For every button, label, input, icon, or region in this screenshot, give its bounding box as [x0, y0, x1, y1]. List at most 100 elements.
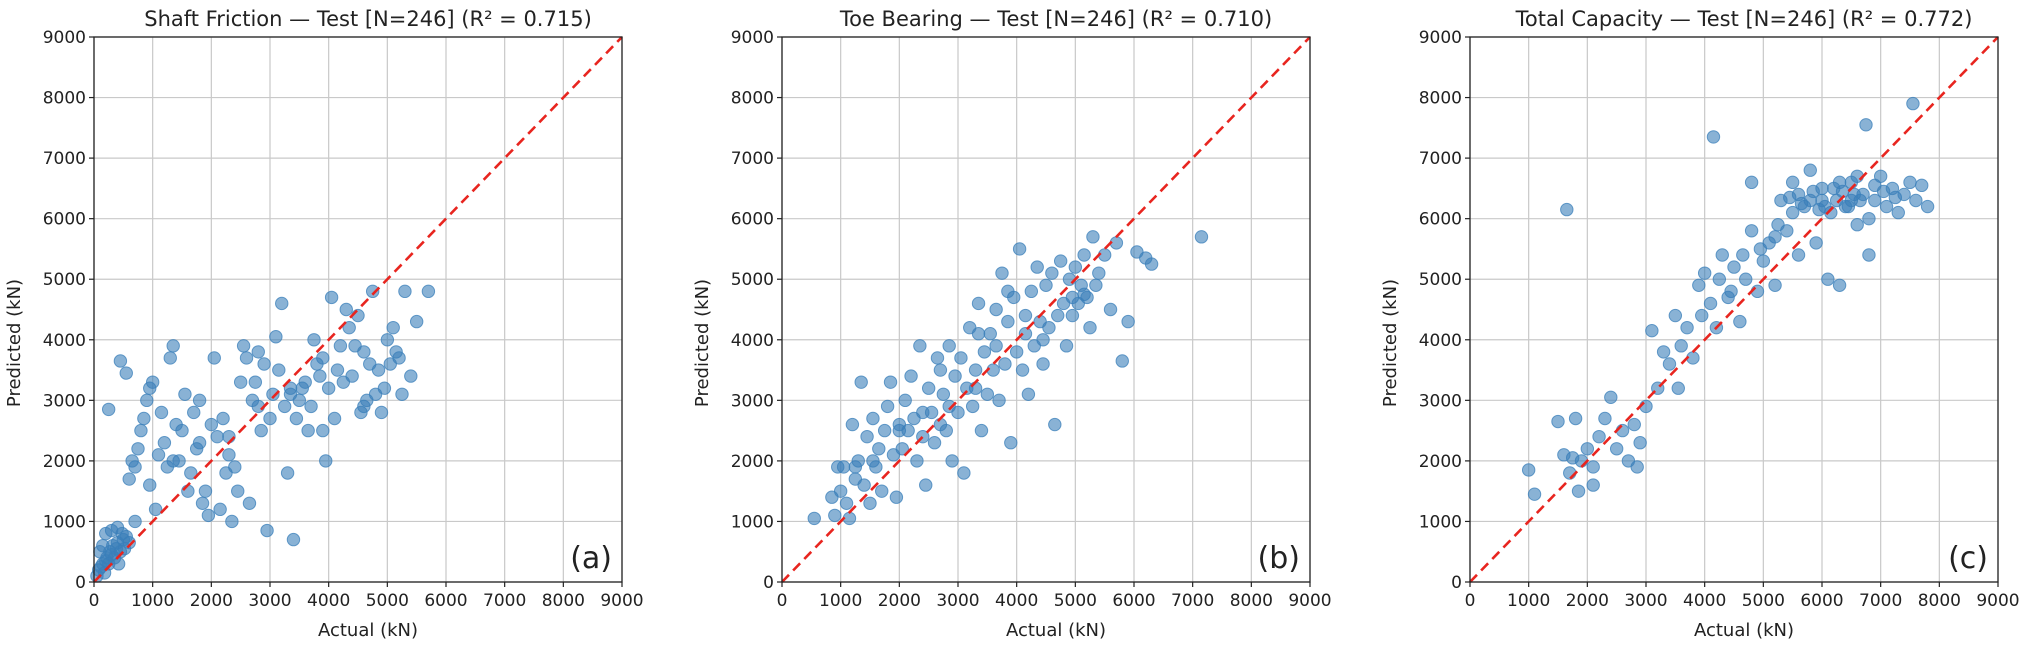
data-point — [1144, 257, 1159, 271]
data-point — [1862, 211, 1876, 226]
data-point — [1586, 460, 1600, 474]
data-point — [409, 314, 424, 329]
data-point — [386, 320, 400, 335]
data-point — [163, 351, 177, 365]
data-point — [995, 266, 1009, 280]
data-point — [1862, 248, 1876, 262]
data-point — [145, 375, 160, 389]
data-point — [971, 296, 986, 311]
data-point — [192, 436, 207, 450]
x-tick-label: 4000 — [995, 591, 1038, 611]
y-tick-label: 7000 — [1419, 149, 1462, 169]
data-point — [313, 369, 327, 383]
y-tick-label: 5000 — [1419, 270, 1462, 290]
data-point — [1001, 314, 1015, 329]
data-point — [383, 357, 397, 371]
data-point — [1821, 272, 1835, 286]
x-tick-label: 3000 — [1624, 591, 1667, 611]
data-point — [307, 333, 321, 347]
data-point — [942, 339, 956, 353]
data-point — [892, 423, 907, 438]
x-tick-label: 9000 — [600, 591, 643, 611]
data-point — [948, 369, 962, 383]
x-tick-label: 5000 — [366, 591, 409, 611]
data-point — [333, 339, 348, 353]
data-point — [933, 363, 948, 377]
y-tick-label: 3000 — [731, 391, 774, 411]
y-tick-label: 3000 — [43, 391, 86, 411]
data-point — [195, 496, 210, 510]
data-point — [942, 399, 956, 414]
x-tick-label: 9000 — [1288, 591, 1331, 611]
data-point — [207, 351, 221, 365]
x-axis-title-b: Actual (kN) — [1006, 620, 1106, 641]
y-tick-label: 9000 — [1419, 28, 1462, 48]
data-point — [1089, 278, 1103, 292]
data-point — [807, 511, 821, 526]
data-point — [1803, 163, 1817, 177]
data-point — [1048, 417, 1062, 432]
data-point — [1680, 320, 1694, 335]
data-point — [1697, 266, 1712, 280]
data-point — [316, 351, 330, 365]
data-point — [260, 523, 274, 538]
data-point — [1083, 320, 1097, 335]
data-point — [851, 454, 865, 468]
data-point — [339, 302, 353, 317]
data-point — [1077, 248, 1091, 262]
data-point — [1560, 202, 1574, 217]
panel-label-c: (c) — [1948, 541, 1988, 576]
data-point — [1645, 323, 1659, 338]
y-tick-label: 6000 — [43, 210, 86, 230]
data-point — [251, 345, 265, 359]
data-point — [1744, 224, 1759, 238]
data-point — [421, 284, 436, 299]
x-tick-label: 3000 — [936, 591, 979, 611]
panel-b: 0 1000 2000 3000 4000 5000 6000 7000 8000 9000 0 10… — [692, 7, 1332, 641]
data-point — [289, 411, 304, 426]
data-point — [301, 423, 315, 438]
data-point — [1809, 236, 1823, 250]
x-axis-title-a: Actual (kN) — [318, 620, 418, 641]
data-point — [919, 478, 933, 492]
reference-line-y-equals-x — [1469, 36, 1999, 583]
data-point — [286, 532, 301, 547]
y-tick-label: 2000 — [1419, 452, 1462, 472]
data-point — [1036, 357, 1050, 371]
x-tick-label: 8000 — [1230, 591, 1273, 611]
data-point — [1077, 287, 1091, 302]
y-tick-label: 4000 — [731, 331, 774, 351]
data-point — [1571, 484, 1586, 498]
data-point — [1706, 130, 1721, 144]
data-point — [272, 363, 286, 377]
data-point — [1065, 308, 1080, 323]
y-tick-label: 9000 — [43, 28, 86, 48]
data-point — [166, 454, 180, 468]
data-point — [1092, 266, 1106, 280]
x-tick-label: 1000 — [819, 591, 862, 611]
data-point — [910, 454, 924, 468]
y-tick-label: 6000 — [731, 210, 774, 230]
data-point — [192, 393, 207, 408]
data-point — [836, 460, 851, 474]
data-point — [1724, 284, 1738, 299]
data-point — [277, 399, 292, 414]
data-point — [1609, 442, 1624, 456]
data-point — [1121, 314, 1135, 329]
data-point — [140, 393, 154, 408]
data-point — [371, 363, 386, 377]
data-point — [863, 496, 877, 510]
data-point — [1909, 193, 1923, 208]
data-point — [263, 411, 277, 426]
data-point — [1727, 260, 1741, 274]
axes-frame — [781, 36, 1311, 583]
data-point — [257, 357, 271, 371]
data-point — [1051, 308, 1065, 323]
data-point — [883, 375, 898, 389]
data-point — [1744, 175, 1759, 190]
reference-line-y-equals-x — [93, 36, 623, 583]
data-point — [1527, 487, 1542, 501]
x-tick-label: 6000 — [1800, 591, 1843, 611]
x-tick-label: 2000 — [1566, 591, 1609, 611]
y-tick-label: 9000 — [731, 28, 774, 48]
